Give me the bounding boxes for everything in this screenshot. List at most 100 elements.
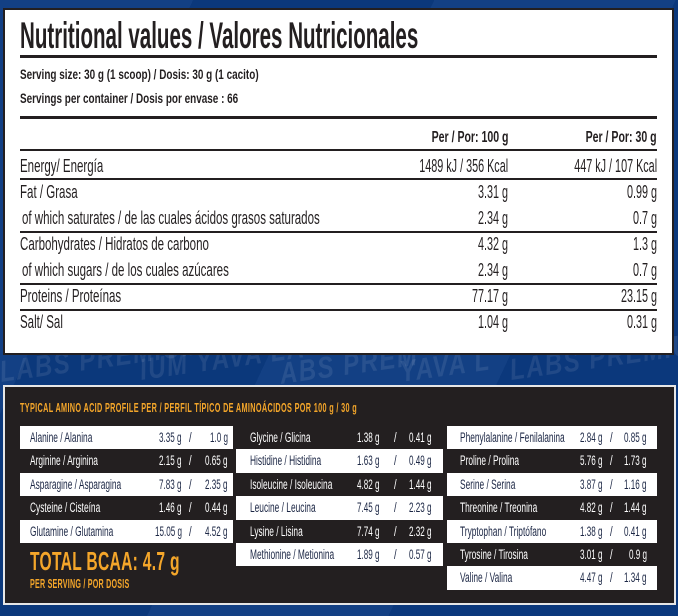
table-row-fat: Fat / Grasa 3.31 g 0.99 g <box>5 183 672 203</box>
amino-per100: 7.74 g <box>357 523 380 539</box>
amino-title-wrap: TYPICAL AMINO ACID PROFILE PER / PERFIL … <box>20 401 622 414</box>
table-row-carbohydrates: Carbohydrates / Hidratos de carbono 4.32… <box>5 235 672 255</box>
amino-name: Cysteine / Cisteína <box>30 500 101 516</box>
table-row-saturates: of which saturates / de las cuales ácido… <box>5 209 672 229</box>
divider-thick <box>20 116 657 119</box>
servings-per-container: Servings per container / Dosis por envas… <box>20 90 239 106</box>
value-per100: 1.04 g <box>477 312 508 332</box>
separator: / <box>189 453 192 469</box>
amino-per30: 1.44 g <box>624 500 647 516</box>
amino-per100: 4.47 g <box>580 570 603 586</box>
total-bcaa: TOTAL BCAA: 4.7 g <box>30 546 180 576</box>
amino-row: Cysteine / Cisteína 1.46 g / 0.44 g <box>20 496 233 520</box>
amino-per30: 2.23 g <box>409 500 432 516</box>
total-bcaa-wrap: TOTAL BCAA: 4.7 g <box>30 548 280 574</box>
amino-name: Methionine / Metionina <box>250 546 335 562</box>
amino-per100: 5.76 g <box>580 453 603 469</box>
amino-row: Proline / Prolina 5.76 g / 1.73 g <box>447 449 657 473</box>
separator: / <box>610 500 613 516</box>
amino-name: Tryptophan / Triptófano <box>460 523 547 539</box>
value-per100: 2.34 g <box>477 208 508 228</box>
amino-row: Threonine / Treonina 4.82 g / 1.44 g <box>447 496 657 520</box>
separator: / <box>610 453 613 469</box>
amino-per100: 1.38 g <box>580 523 603 539</box>
amino-name: Threonine / Treonina <box>460 500 538 516</box>
row-label: Fat / Grasa <box>20 182 78 202</box>
value-per100: 4.32 g <box>477 234 508 254</box>
amino-row: Methionine / Metionina 1.89 g / 0.57 g <box>236 542 443 567</box>
column-header-per100: Per / Por: 100 g <box>431 129 508 146</box>
amino-name: Isoleucine / Isoleucina <box>250 476 333 492</box>
divider-thick <box>20 55 657 58</box>
row-label: Carbohydrates / Hidratos de carbono <box>20 234 209 254</box>
amino-row: Lysine / Lisina 7.74 g / 2.32 g <box>236 519 443 543</box>
nutrition-title-wrap: Nutritional values / Valores Nutricional… <box>20 17 678 54</box>
row-label: Energy/ Energía <box>20 156 104 176</box>
value-per30: 0.7 g <box>632 208 657 228</box>
amino-per30: 0.44 g <box>205 500 228 516</box>
amino-per30: 0.65 g <box>205 453 228 469</box>
nutrition-panel: Nutritional values / Valores Nutricional… <box>3 8 674 355</box>
amino-per30: 1.73 g <box>624 453 647 469</box>
table-header-row: Per / Por: 100 g Per / Por: 30 g <box>5 130 672 150</box>
amino-per100: 1.89 g <box>357 546 380 562</box>
amino-per30: 0.49 g <box>409 453 432 469</box>
value-per30: 0.31 g <box>626 312 657 332</box>
divider <box>20 149 657 151</box>
amino-per30: 1.16 g <box>624 476 647 492</box>
per-serving-wrap: PER SERVING / POR DOSIS <box>30 577 211 590</box>
value-per100: 1489 kJ / 356 Kcal <box>419 156 508 176</box>
amino-name: Lysine / Lisina <box>250 523 303 539</box>
value-per100: 3.31 g <box>477 182 508 202</box>
amino-name: Arginine / Arginina <box>30 453 98 469</box>
row-label: of which saturates / de las cuales ácido… <box>22 208 320 228</box>
table-row-proteins: Proteins / Proteínas 77.17 g 23.15 g <box>5 287 672 307</box>
separator: / <box>394 523 397 539</box>
amino-row: Glutamine / Glutamina 15.05 g / 4.52 g <box>20 519 233 543</box>
value-per30: 1.3 g <box>632 234 657 254</box>
amino-per100: 15.05 g <box>154 523 182 539</box>
row-label: of which sugars / de los cuales azúcares <box>22 260 229 280</box>
amino-name: Valine / Valina <box>460 570 513 586</box>
amino-per30: 0.85 g <box>624 430 647 445</box>
amino-per30: 4.52 g <box>205 523 228 539</box>
amino-per100: 4.82 g <box>357 476 380 492</box>
amino-acid-panel: TYPICAL AMINO ACID PROFILE PER / PERFIL … <box>3 385 676 605</box>
amino-per100: 1.46 g <box>159 500 182 516</box>
amino-row: Tyrosine / Tirosina 3.01 g / 0.9 g <box>447 542 657 567</box>
column-header-per30: Per / Por: 30 g <box>585 129 657 146</box>
amino-per30: 2.32 g <box>409 523 432 539</box>
value-per100: 77.17 g <box>471 286 508 306</box>
serving-size: Serving size: 30 g (1 scoop) / Dosis: 30… <box>20 66 259 82</box>
amino-name: Leucine / Leucina <box>250 500 316 516</box>
amino-per100: 1.63 g <box>357 453 380 469</box>
row-label: Salt/ Sal <box>20 312 63 332</box>
servings-per-container-wrap: Servings per container / Dosis por envas… <box>20 91 327 105</box>
amino-per30: 0.57 g <box>409 546 432 562</box>
divider <box>20 283 657 285</box>
amino-per30: 0.9 g <box>628 546 647 562</box>
separator: / <box>394 453 397 469</box>
value-per30: 447 kJ / 107 Kcal <box>574 156 657 176</box>
amino-column-1: Alanine / Alanina 3.35 g / 1.0 g Arginin… <box>20 426 233 543</box>
amino-name: Histidine / Histidina <box>250 453 322 469</box>
amino-per100: 3.01 g <box>580 546 603 562</box>
amino-per30: 1.34 g <box>624 570 647 586</box>
amino-name: Phenylalanine / Fenilalanina <box>460 430 565 445</box>
amino-name: Asparagine / Asparagina <box>30 476 122 492</box>
amino-row: Phenylalanine / Fenilalanina 2.84 g / 0.… <box>447 426 657 450</box>
row-label: Proteins / Proteínas <box>20 286 122 306</box>
amino-row: Leucine / Leucina 7.45 g / 2.23 g <box>236 496 443 520</box>
amino-per100: 3.87 g <box>580 476 603 492</box>
serving-size-wrap: Serving size: 30 g (1 scoop) / Dosis: 30… <box>20 67 356 81</box>
amino-row: Histidine / Histidina 1.63 g / 0.49 g <box>236 449 443 473</box>
table-row-sugars: of which sugars / de los cuales azúcares… <box>5 261 672 281</box>
separator: / <box>610 430 613 445</box>
amino-per100: 7.45 g <box>357 500 380 516</box>
amino-per100: 2.84 g <box>580 430 603 445</box>
separator: / <box>394 476 397 492</box>
value-per30: 23.15 g <box>620 286 657 306</box>
amino-per100: 2.15 g <box>159 453 182 469</box>
table-row-salt: Salt/ Sal 1.04 g 0.31 g <box>5 313 672 333</box>
amino-row: Glycine / Glicina 1.38 g / 0.41 g <box>236 426 443 450</box>
